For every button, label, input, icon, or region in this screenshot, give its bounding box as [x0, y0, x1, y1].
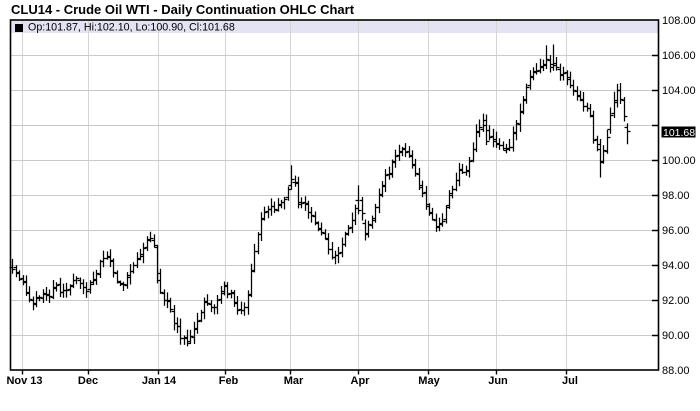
svg-text:Dec: Dec	[78, 375, 98, 387]
svg-text:Jan 14: Jan 14	[142, 375, 177, 387]
svg-text:100.00: 100.00	[662, 155, 696, 167]
svg-text:108.00: 108.00	[662, 15, 696, 27]
svg-text:98.00: 98.00	[662, 190, 690, 202]
svg-text:88.00: 88.00	[662, 365, 690, 377]
svg-text:Op:101.87, Hi:102.10, Lo:100.9: Op:101.87, Hi:102.10, Lo:100.90, Cl:101.…	[28, 22, 235, 34]
svg-text:Nov 13: Nov 13	[6, 375, 42, 387]
svg-text:Feb: Feb	[219, 375, 239, 387]
svg-text:Jul: Jul	[562, 375, 578, 387]
svg-text:104.00: 104.00	[662, 85, 696, 97]
svg-text:96.00: 96.00	[662, 225, 690, 237]
svg-text:94.00: 94.00	[662, 260, 690, 272]
svg-text:92.00: 92.00	[662, 295, 690, 307]
svg-text:Jun: Jun	[488, 375, 508, 387]
svg-text:Mar: Mar	[284, 375, 304, 387]
svg-text:May: May	[418, 375, 440, 387]
svg-text:106.00: 106.00	[662, 50, 696, 62]
svg-text:90.00: 90.00	[662, 330, 690, 342]
svg-text:Apr: Apr	[351, 375, 371, 387]
svg-text:101.68: 101.68	[663, 127, 695, 139]
